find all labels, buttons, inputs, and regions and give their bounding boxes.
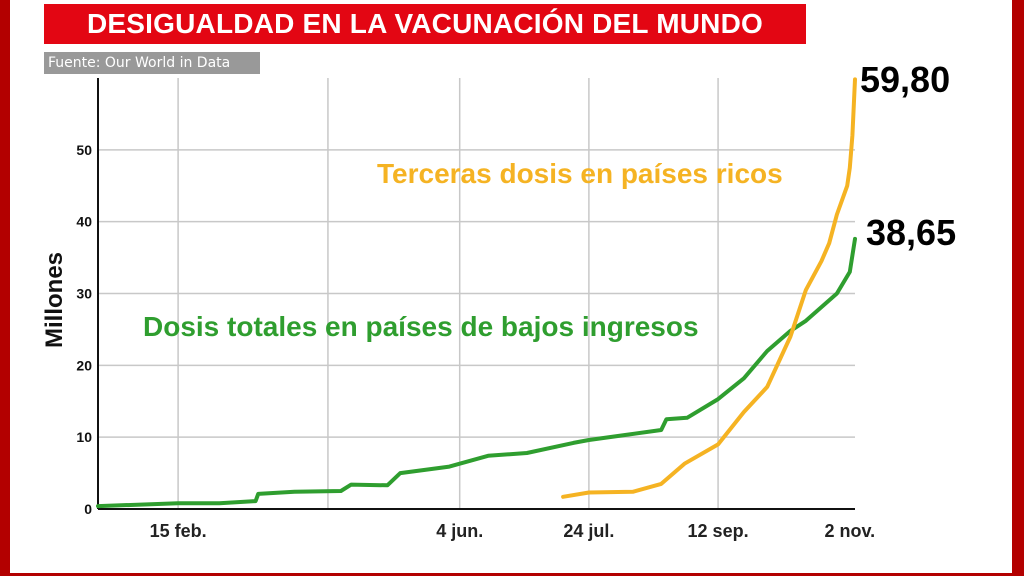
series-line-0 xyxy=(96,236,857,509)
x-tick-label: 24 jul. xyxy=(563,521,614,541)
labels: Dosis totales en países de bajos ingreso… xyxy=(143,59,956,342)
series-name-low-income: Dosis totales en países de bajos ingreso… xyxy=(143,311,699,342)
x-tick-label: 15 feb. xyxy=(150,521,207,541)
end-value-third-doses: 59,80 xyxy=(860,59,950,100)
series xyxy=(96,77,857,509)
title-banner: DESIGUALDAD EN LA VACUNACIÓN DEL MUNDO xyxy=(44,4,806,44)
series-name-third-doses: Terceras dosis en países ricos xyxy=(377,158,783,189)
grid xyxy=(98,78,855,509)
y-axis-title: Millones xyxy=(41,252,68,348)
y-tick-label: 40 xyxy=(76,214,92,230)
source-label: Fuente: Our World in Data xyxy=(44,52,260,74)
chart-title: DESIGUALDAD EN LA VACUNACIÓN DEL MUNDO xyxy=(87,8,763,39)
x-tick-label: 2 nov. xyxy=(824,521,875,541)
end-value-low-income: 38,65 xyxy=(866,212,956,253)
x-tick-label: 12 sep. xyxy=(688,521,749,541)
y-tick-label: 10 xyxy=(76,429,92,445)
x-tick-label: 4 jun. xyxy=(436,521,483,541)
y-tick-label: 0 xyxy=(84,501,92,517)
y-tick-label: 20 xyxy=(76,357,92,373)
y-tick-label: 30 xyxy=(76,286,92,302)
axes: 0 10 20 30 40 50 15 feb. 4 jun. 24 jul. 12 sep. 2 … xyxy=(41,78,875,541)
frame-right xyxy=(1012,0,1024,576)
frame-left xyxy=(0,0,10,576)
series-line-1 xyxy=(561,77,857,499)
frame-bottom xyxy=(0,573,1024,576)
y-tick-label: 50 xyxy=(76,142,92,158)
